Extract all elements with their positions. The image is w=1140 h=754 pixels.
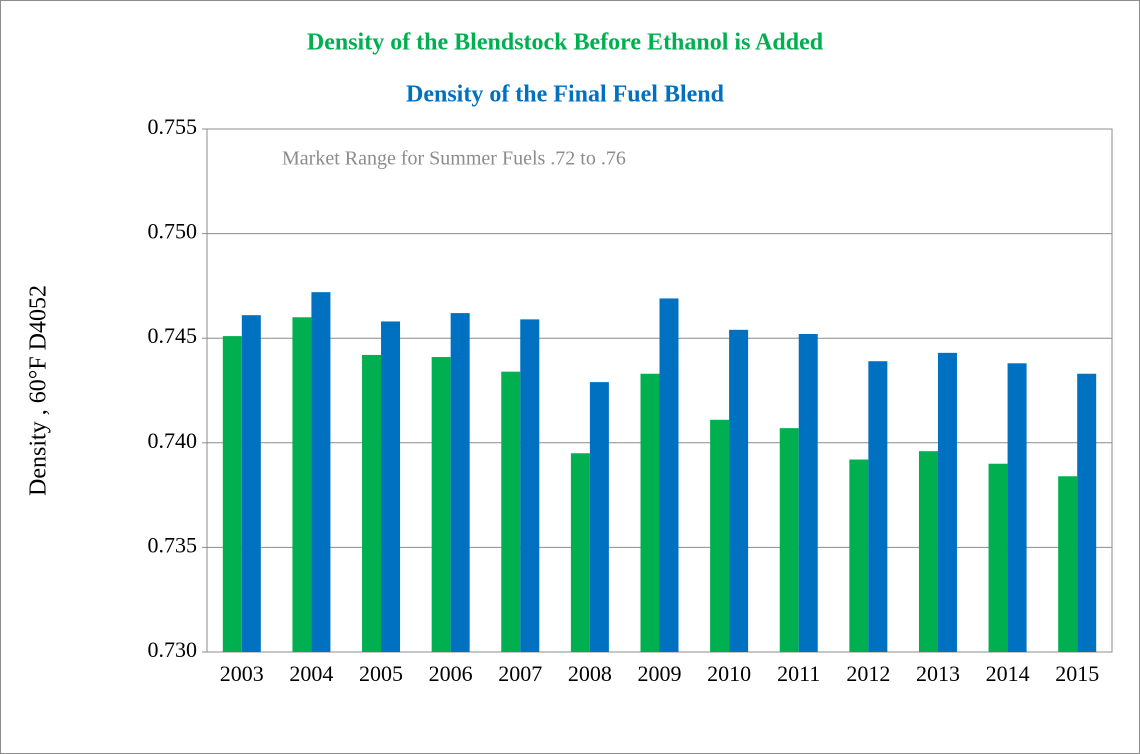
x-tick-label: 2015	[1055, 661, 1099, 686]
bar	[520, 319, 540, 652]
bar	[798, 334, 818, 652]
x-tick-label: 2010	[707, 661, 751, 686]
y-tick-label: 0.730	[148, 637, 198, 662]
x-tick-label: 2008	[568, 661, 612, 686]
bar	[501, 371, 521, 652]
bar	[570, 453, 590, 652]
annotation: Market Range for Summer Fuels .72 to .76	[282, 148, 626, 170]
bar	[381, 321, 401, 652]
x-tick-label: 2014	[986, 661, 1030, 686]
bar	[1077, 373, 1097, 652]
x-tick-label: 2013	[916, 661, 960, 686]
x-tick-label: 2006	[429, 661, 473, 686]
bar	[868, 361, 888, 652]
x-tick-label: 2012	[846, 661, 890, 686]
bar	[659, 298, 679, 652]
bar	[431, 357, 451, 652]
y-axis-label: Density , 60°F D4052	[26, 285, 52, 496]
bar	[918, 451, 938, 652]
bar	[589, 382, 609, 652]
bar	[729, 329, 749, 652]
bar	[710, 419, 730, 652]
y-tick-label: 0.745	[148, 323, 198, 348]
y-tick-label: 0.750	[148, 219, 198, 244]
legend-title: Density of the Final Fuel Blend	[406, 82, 725, 108]
x-tick-label: 2003	[220, 661, 264, 686]
bar	[1007, 363, 1027, 652]
bar	[311, 292, 331, 652]
bar	[222, 336, 242, 652]
x-tick-label: 2007	[498, 661, 542, 686]
bar	[779, 428, 799, 652]
y-tick-label: 0.735	[148, 532, 198, 557]
bar	[241, 315, 261, 652]
bar	[849, 459, 869, 652]
bar	[640, 373, 660, 652]
x-tick-label: 2011	[777, 661, 820, 686]
bar	[1058, 476, 1078, 652]
x-tick-label: 2004	[289, 661, 333, 686]
bar	[292, 317, 312, 652]
bar	[362, 354, 382, 652]
x-tick-label: 2005	[359, 661, 403, 686]
y-tick-label: 0.740	[148, 428, 198, 453]
bar	[988, 463, 1008, 652]
bar	[450, 313, 470, 652]
x-tick-label: 2009	[638, 661, 682, 686]
bar	[937, 352, 957, 652]
legend-title: Density of the Blendstock Before Ethanol…	[307, 30, 824, 56]
y-tick-label: 0.755	[148, 114, 198, 139]
